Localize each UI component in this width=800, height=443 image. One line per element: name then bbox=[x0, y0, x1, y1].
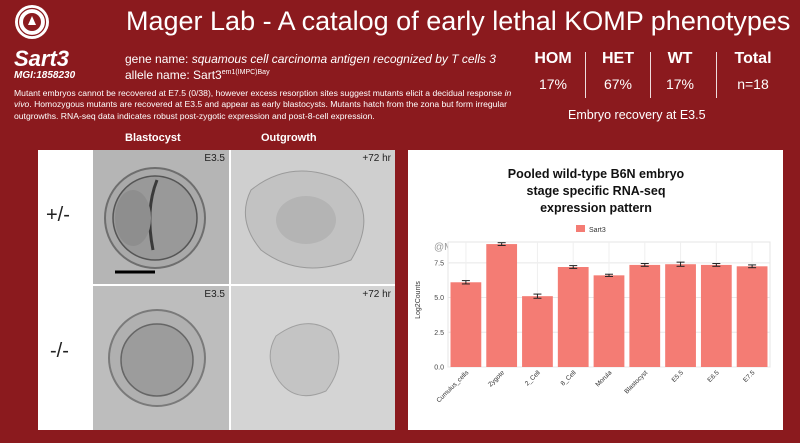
chart-title-line-3: expression pattern bbox=[540, 201, 652, 215]
x-tick-label: Cumulus_cells bbox=[435, 369, 470, 404]
hom-outgrowth-time-tag: +72 hr bbox=[362, 289, 391, 300]
bar-e5-5 bbox=[665, 264, 696, 367]
page-title: Mager Lab - A catalog of early lethal KO… bbox=[126, 6, 791, 36]
het-blastocyst-stage-tag: E3.5 bbox=[204, 153, 225, 164]
column-header-outgrowth: Outgrowth bbox=[261, 132, 317, 144]
university-seal-logo bbox=[15, 5, 49, 39]
row-label-het: +/- bbox=[46, 204, 70, 226]
bar-cumulus-cells bbox=[450, 282, 482, 367]
bar-8-cell bbox=[557, 267, 589, 367]
column-header-blastocyst: Blastocyst bbox=[125, 132, 181, 144]
allele-line: allele name: Sart3em1(IMPC)Bay bbox=[125, 68, 270, 82]
stat-hom: HOM 17% bbox=[524, 50, 582, 92]
stat-wt-value: 17% bbox=[665, 76, 695, 92]
x-tick-label: Morula bbox=[594, 369, 613, 388]
chart-title-line-2: stage specific RNA-seq bbox=[527, 184, 666, 198]
legend-swatch bbox=[576, 225, 585, 232]
x-tick-label: 2_Cell bbox=[524, 369, 542, 387]
gene-name: squamous cell carcinoma antigen recogniz… bbox=[191, 52, 496, 66]
description-text-1: Mutant embryos cannot be recovered at E7… bbox=[14, 88, 505, 98]
x-tick-label: Blastocyst bbox=[623, 369, 649, 395]
expression-chart-panel: Pooled wild-type B6N embryo stage specif… bbox=[408, 150, 783, 430]
recovery-caption: Embryo recovery at E3.5 bbox=[568, 108, 706, 122]
bar-zygote bbox=[486, 244, 518, 367]
gene-name-line: gene name: squamous cell carcinoma antig… bbox=[125, 52, 496, 66]
het-blastocyst-image: E3.5 bbox=[93, 150, 229, 284]
stat-divider bbox=[716, 52, 717, 98]
allele-label: allele name: Sart3 bbox=[125, 68, 222, 82]
het-outgrowth-drawing bbox=[244, 170, 365, 269]
x-tick-label: Zygote bbox=[487, 369, 506, 388]
stat-het-label: HET bbox=[602, 50, 634, 67]
stat-het-value: 67% bbox=[603, 76, 633, 92]
hom-outgrowth-drawing bbox=[269, 323, 340, 397]
stat-hom-label: HOM bbox=[534, 50, 572, 67]
mgi-id: MGI:1858230 bbox=[14, 70, 76, 81]
hom-blastocyst-drawing bbox=[108, 309, 206, 407]
phenotype-description: Mutant embryos cannot be recovered at E7… bbox=[14, 88, 514, 122]
bar-morula bbox=[593, 275, 625, 367]
chart-title-line-1: Pooled wild-type B6N embryo bbox=[508, 167, 685, 181]
description-italic: in vivo bbox=[14, 88, 512, 110]
bar-2-cell bbox=[522, 296, 553, 367]
bar-e6-5 bbox=[700, 264, 732, 367]
het-blastocyst-drawing bbox=[104, 167, 206, 274]
chart-bars bbox=[450, 242, 768, 367]
stat-total: Total n=18 bbox=[720, 50, 786, 92]
bar-e7-5 bbox=[736, 266, 768, 367]
hom-outgrowth-image: +72 hr bbox=[231, 286, 395, 430]
stat-divider bbox=[650, 52, 651, 98]
het-outgrowth-image: +72 hr bbox=[231, 150, 395, 284]
stat-total-value: n=18 bbox=[737, 76, 769, 92]
stat-total-label: Total bbox=[734, 50, 772, 67]
het-outgrowth-time-tag: +72 hr bbox=[362, 153, 391, 164]
gene-symbol: Sart3 bbox=[14, 46, 70, 71]
microscopy-panel: +/- -/- E3.5 +72 hr E3.5 +72 hr bbox=[38, 150, 395, 430]
y-tick-label: 5.0 bbox=[434, 295, 444, 302]
y-axis-label: Log2Counts bbox=[415, 281, 422, 319]
x-tick-label: E5.5 bbox=[671, 369, 686, 384]
stat-wt-label: WT bbox=[667, 50, 693, 67]
x-tick-label: E6.5 bbox=[706, 369, 721, 384]
stat-hom-value: 17% bbox=[538, 76, 568, 92]
description-text-2: . Homozygous mutants are recovered at E3… bbox=[14, 99, 507, 121]
stat-divider bbox=[585, 52, 586, 98]
y-tick-label: 7.5 bbox=[434, 260, 444, 267]
y-tick-label: 0.0 bbox=[434, 365, 444, 372]
hom-blastocyst-image: E3.5 bbox=[93, 286, 229, 430]
x-tick-label: E7.5 bbox=[742, 369, 757, 384]
stat-het: HET 67% bbox=[588, 50, 648, 92]
stat-wt: WT 17% bbox=[652, 50, 708, 92]
gene-name-label: gene name: bbox=[125, 52, 192, 66]
y-tick-label: 2.5 bbox=[434, 330, 444, 337]
allele-superscript: em1(IMPC)Bay bbox=[221, 69, 270, 76]
legend-label: Sart3 bbox=[589, 227, 606, 234]
x-tick-label: 8_Cell bbox=[560, 369, 578, 387]
bar-blastocyst bbox=[629, 264, 661, 367]
hom-blastocyst-stage-tag: E3.5 bbox=[204, 289, 225, 300]
expression-bar-chart: Pooled wild-type B6N embryo stage specif… bbox=[415, 167, 771, 404]
row-label-hom: -/- bbox=[50, 340, 69, 362]
